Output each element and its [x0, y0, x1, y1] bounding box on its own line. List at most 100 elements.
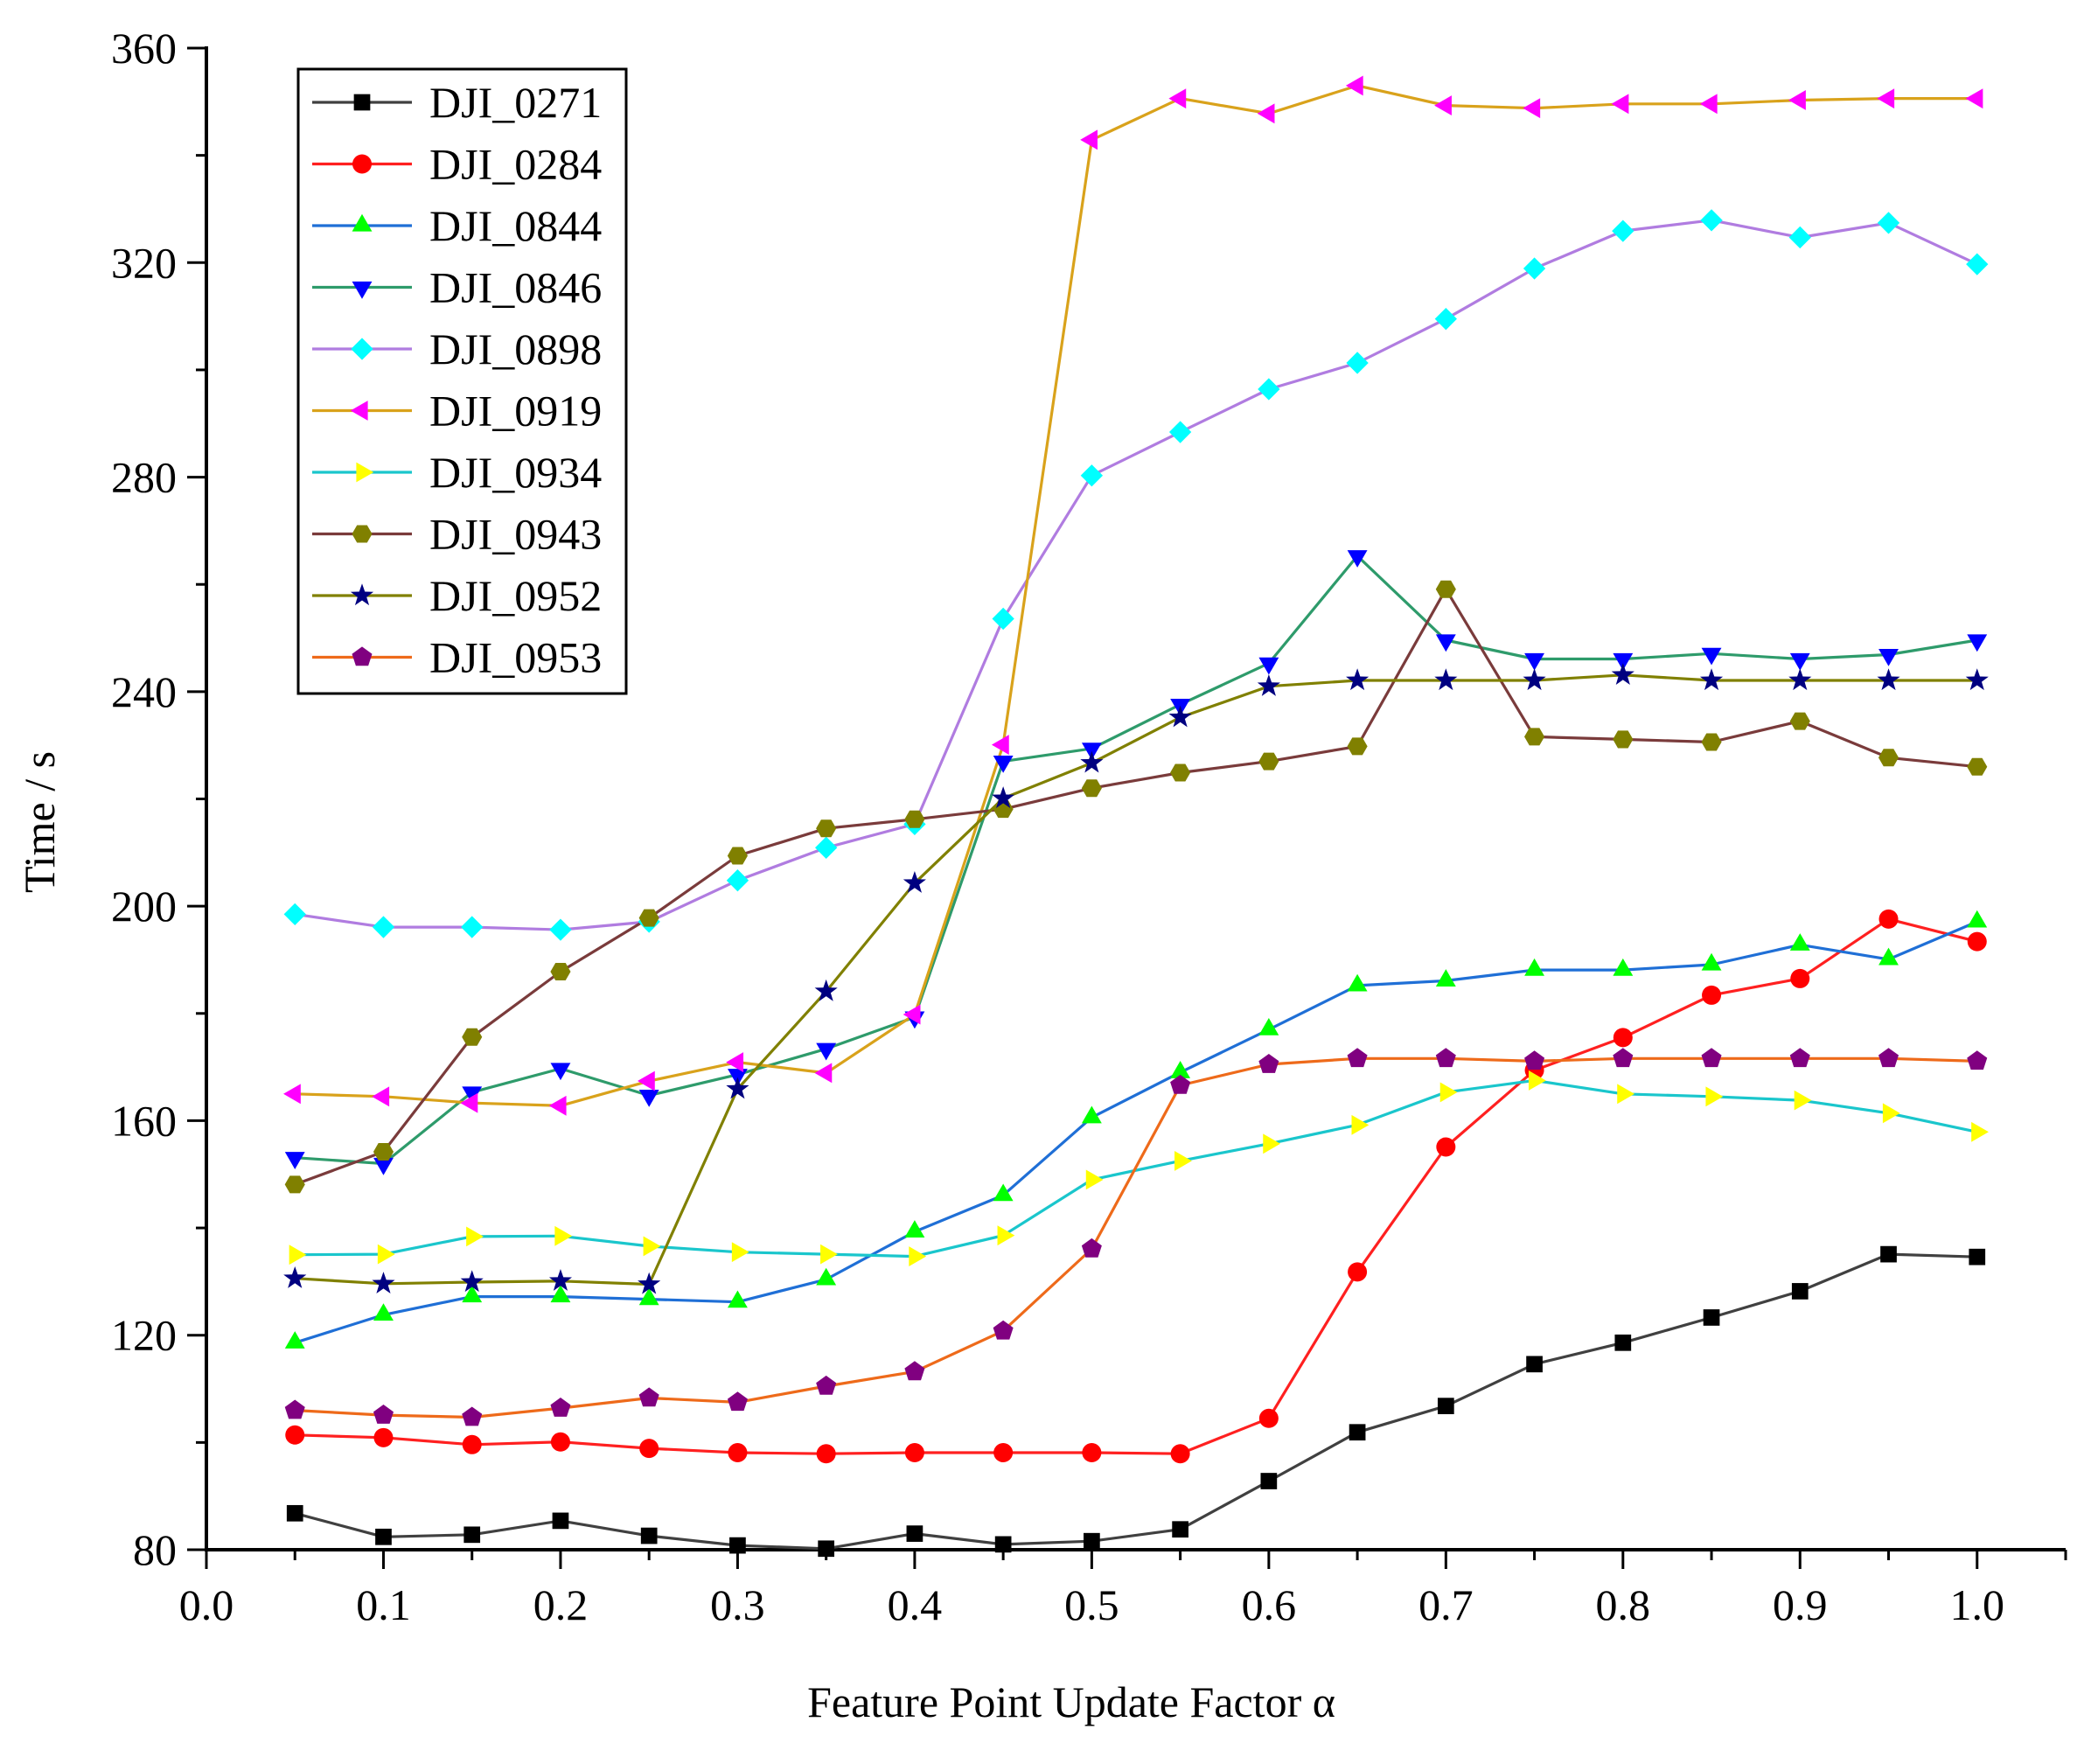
data-point-dji-0934: [1971, 1121, 1989, 1142]
data-point-dji-0953: [1613, 1048, 1634, 1068]
data-point-dji-0952: [1965, 668, 1989, 691]
data-point-dji-0898: [1700, 209, 1723, 232]
data-point-dji-0284: [462, 1434, 482, 1454]
data-point-dji-0934: [820, 1244, 838, 1265]
data-point-dji-0943: [1701, 733, 1722, 751]
data-point-dji-0271: [1172, 1521, 1188, 1538]
y-tick-label: 320: [111, 238, 177, 287]
data-point-dji-0953: [1524, 1050, 1545, 1070]
data-point-dji-0846: [1347, 550, 1368, 568]
data-point-dji-0943: [816, 819, 837, 838]
data-point-dji-0919: [1434, 95, 1452, 116]
data-point-dji-0844: [1435, 969, 1456, 987]
data-point-dji-0952: [1788, 668, 1812, 691]
x-tick-label: 0.5: [1064, 1580, 1119, 1629]
legend-label-dji-0846: DJI_0846: [429, 263, 602, 312]
axes: 0.0 0.1 0.2 0.3 0.4 0.5 0.6 0.7 0.8 0.9 1.0 80 120 16…: [111, 24, 2067, 1629]
data-point-dji-0844: [1613, 958, 1634, 976]
data-point-dji-0844: [1170, 1061, 1191, 1078]
data-point-dji-0271: [552, 1512, 569, 1530]
data-point-dji-0934: [1705, 1086, 1724, 1107]
data-point-dji-0846: [1258, 657, 1279, 675]
data-point-dji-0919: [1788, 90, 1806, 110]
data-point-dji-0934: [1882, 1103, 1900, 1124]
data-point-dji-0919: [283, 1084, 301, 1105]
data-point-dji-0284: [728, 1443, 748, 1463]
data-point-dji-0898: [726, 869, 749, 892]
series-line-dji-0919: [295, 84, 1977, 1107]
data-point-dji-0943: [638, 909, 659, 927]
data-point-dji-0943: [1347, 737, 1368, 756]
data-point-dji-0919: [637, 1070, 655, 1091]
data-point-dji-0919: [1611, 94, 1629, 115]
data-point-dji-0934: [1617, 1084, 1635, 1105]
series-line-dji-0898: [294, 219, 1978, 931]
data-point-dji-0952: [814, 979, 838, 1001]
data-point-dji-0943: [1967, 757, 1988, 776]
legend-label-dji-0284: DJI_0284: [429, 140, 602, 189]
data-point-dji-0943: [1878, 749, 1899, 767]
data-point-dji-0943: [1613, 730, 1634, 749]
data-point-dji-0898: [1258, 378, 1280, 401]
legend-marker-dji-0846: [352, 281, 373, 299]
data-point-dji-0952: [372, 1272, 395, 1293]
data-point-dji-0919: [814, 1063, 833, 1084]
data-point-dji-0898: [1080, 464, 1104, 487]
data-point-dji-0934: [731, 1242, 749, 1263]
data-point-dji-0844: [728, 1290, 748, 1308]
x-tick-label: 0.4: [888, 1580, 943, 1629]
data-point-dji-0943: [1789, 712, 1810, 730]
data-point-dji-0919: [1257, 103, 1275, 124]
data-point-dji-0934: [909, 1246, 927, 1266]
data-point-dji-0898: [1788, 226, 1811, 249]
legend-marker-dji-0953: [352, 646, 373, 666]
data-point-dji-0919: [372, 1086, 390, 1107]
legend-label-dji-0953: DJI_0953: [429, 633, 602, 682]
data-point-dji-0934: [1263, 1133, 1281, 1154]
data-point-dji-0952: [460, 1270, 484, 1293]
data-point-dji-0919: [1523, 98, 1541, 119]
data-point-dji-0846: [284, 1152, 305, 1169]
legend-label-dji-0952: DJI_0952: [429, 571, 602, 620]
data-point-dji-0953: [816, 1375, 837, 1395]
data-point-dji-0284: [1702, 985, 1722, 1005]
data-point-dji-0943: [550, 962, 571, 980]
y-tick-label: 280: [111, 453, 177, 502]
x-tick-label: 0.1: [356, 1580, 411, 1629]
data-point-dji-0934: [466, 1226, 484, 1247]
data-point-dji-0952: [283, 1265, 307, 1288]
data-point-dji-0952: [1168, 705, 1192, 728]
data-point-dji-0898: [1966, 253, 1989, 275]
data-point-dji-0844: [1967, 910, 1988, 928]
data-point-dji-0284: [1613, 1028, 1633, 1048]
data-point-dji-0844: [1701, 952, 1722, 971]
legend: DJI_0271 DJI_0284 DJI_0844 DJI_0846 DJI_0898…: [296, 67, 628, 695]
data-point-dji-0284: [1967, 931, 1987, 952]
data-point-dji-0846: [1701, 647, 1722, 666]
legend-label-dji-0943: DJI_0943: [429, 510, 602, 559]
data-point-dji-0844: [1878, 947, 1899, 966]
data-point-dji-0952: [1346, 668, 1370, 691]
data-point-dji-0934: [289, 1245, 307, 1265]
data-point-dji-0898: [283, 903, 306, 925]
data-point-dji-0271: [1703, 1309, 1720, 1326]
data-point-dji-0898: [1877, 212, 1900, 234]
x-tick-label: 0.2: [533, 1580, 589, 1629]
data-point-dji-0898: [461, 916, 484, 938]
data-point-dji-0898: [1523, 257, 1546, 280]
data-point-dji-0271: [1614, 1334, 1632, 1351]
data-point-dji-0952: [726, 1077, 749, 1099]
data-point-dji-0898: [549, 918, 572, 941]
series-line-dji-0943: [294, 588, 1977, 1186]
y-tick-label: 200: [111, 882, 177, 931]
data-point-dji-0953: [1081, 1238, 1102, 1258]
data-point-dji-0846: [816, 1042, 837, 1061]
data-point-dji-0284: [1082, 1443, 1102, 1463]
data-point-dji-0943: [727, 847, 748, 865]
y-tick-label: 160: [111, 1096, 177, 1145]
data-point-dji-0952: [1080, 750, 1104, 773]
data-point-dji-0898: [372, 916, 395, 938]
data-point-dji-0953: [1789, 1048, 1810, 1068]
legend-marker-dji-0284: [352, 154, 372, 174]
